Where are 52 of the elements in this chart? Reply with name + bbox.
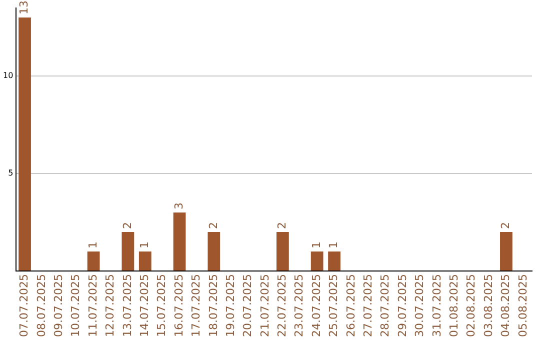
data-label: 1 <box>138 242 151 249</box>
data-label: 2 <box>276 222 289 230</box>
bar <box>500 232 512 271</box>
x-tick-label: 28.07.2025 <box>378 274 392 338</box>
x-tick-label: 24.07.2025 <box>310 274 323 338</box>
bar <box>310 252 324 271</box>
x-tick-label: 14.07.2025 <box>138 274 151 338</box>
x-tick-label: 27.07.2025 <box>362 274 375 338</box>
x-tick-label: 16.07.2025 <box>172 274 186 338</box>
x-tick-label: 20.07.2025 <box>241 274 254 338</box>
x-tick-label: 04.08.2025 <box>499 274 512 338</box>
x-tick-label: 03.08.2025 <box>482 274 495 338</box>
x-tick-label: 25.07.2025 <box>327 274 340 338</box>
x-tick-label: 21.07.2025 <box>258 274 272 338</box>
bar <box>87 252 100 271</box>
x-tick-label: 15.07.2025 <box>155 274 168 338</box>
x-tick-label: 26.07.2025 <box>344 274 358 338</box>
bar <box>138 252 152 271</box>
x-tick-label: 30.07.2025 <box>413 274 426 338</box>
x-tick-label: 02.08.2025 <box>464 274 478 338</box>
x-tick-label: 31.07.2025 <box>430 274 444 338</box>
x-tick-label: 07.07.2025 <box>18 274 31 338</box>
y-tick-label: 5 <box>8 168 14 178</box>
bar <box>276 232 289 271</box>
x-tick-label: 01.08.2025 <box>447 274 460 338</box>
x-tick-label: 22.07.2025 <box>276 274 289 338</box>
bar <box>173 212 186 271</box>
bar <box>208 232 220 271</box>
data-label: 3 <box>172 202 186 210</box>
data-label: 1 <box>86 242 100 249</box>
data-label: 2 <box>120 222 134 230</box>
data-label: 1 <box>310 242 323 249</box>
x-tick-label: 13.07.2025 <box>120 274 134 338</box>
data-label: 1 <box>327 242 340 249</box>
x-tick-label: 10.07.2025 <box>69 274 82 338</box>
x-tick-label: 17.07.2025 <box>190 274 203 338</box>
x-tick-label: 18.07.2025 <box>206 274 220 338</box>
x-tick-label: 05.08.2025 <box>516 274 530 338</box>
data-label: 2 <box>206 222 220 230</box>
x-tick-label: 08.07.2025 <box>34 274 48 338</box>
x-tick-label: 09.07.2025 <box>52 274 66 338</box>
x-tick-label: 19.07.2025 <box>224 274 237 338</box>
y-tick-label: 10 <box>2 71 14 80</box>
x-tick-label: 11.07.2025 <box>86 274 100 338</box>
bar <box>122 232 134 271</box>
x-tick-label: 29.07.2025 <box>396 274 409 338</box>
data-label: 2 <box>499 222 512 230</box>
data-label: 13 <box>18 0 31 15</box>
bar <box>18 18 31 271</box>
x-tick-label: 12.07.2025 <box>104 274 117 338</box>
x-tick-label: 23.07.2025 <box>292 274 306 338</box>
bar <box>328 252 340 271</box>
